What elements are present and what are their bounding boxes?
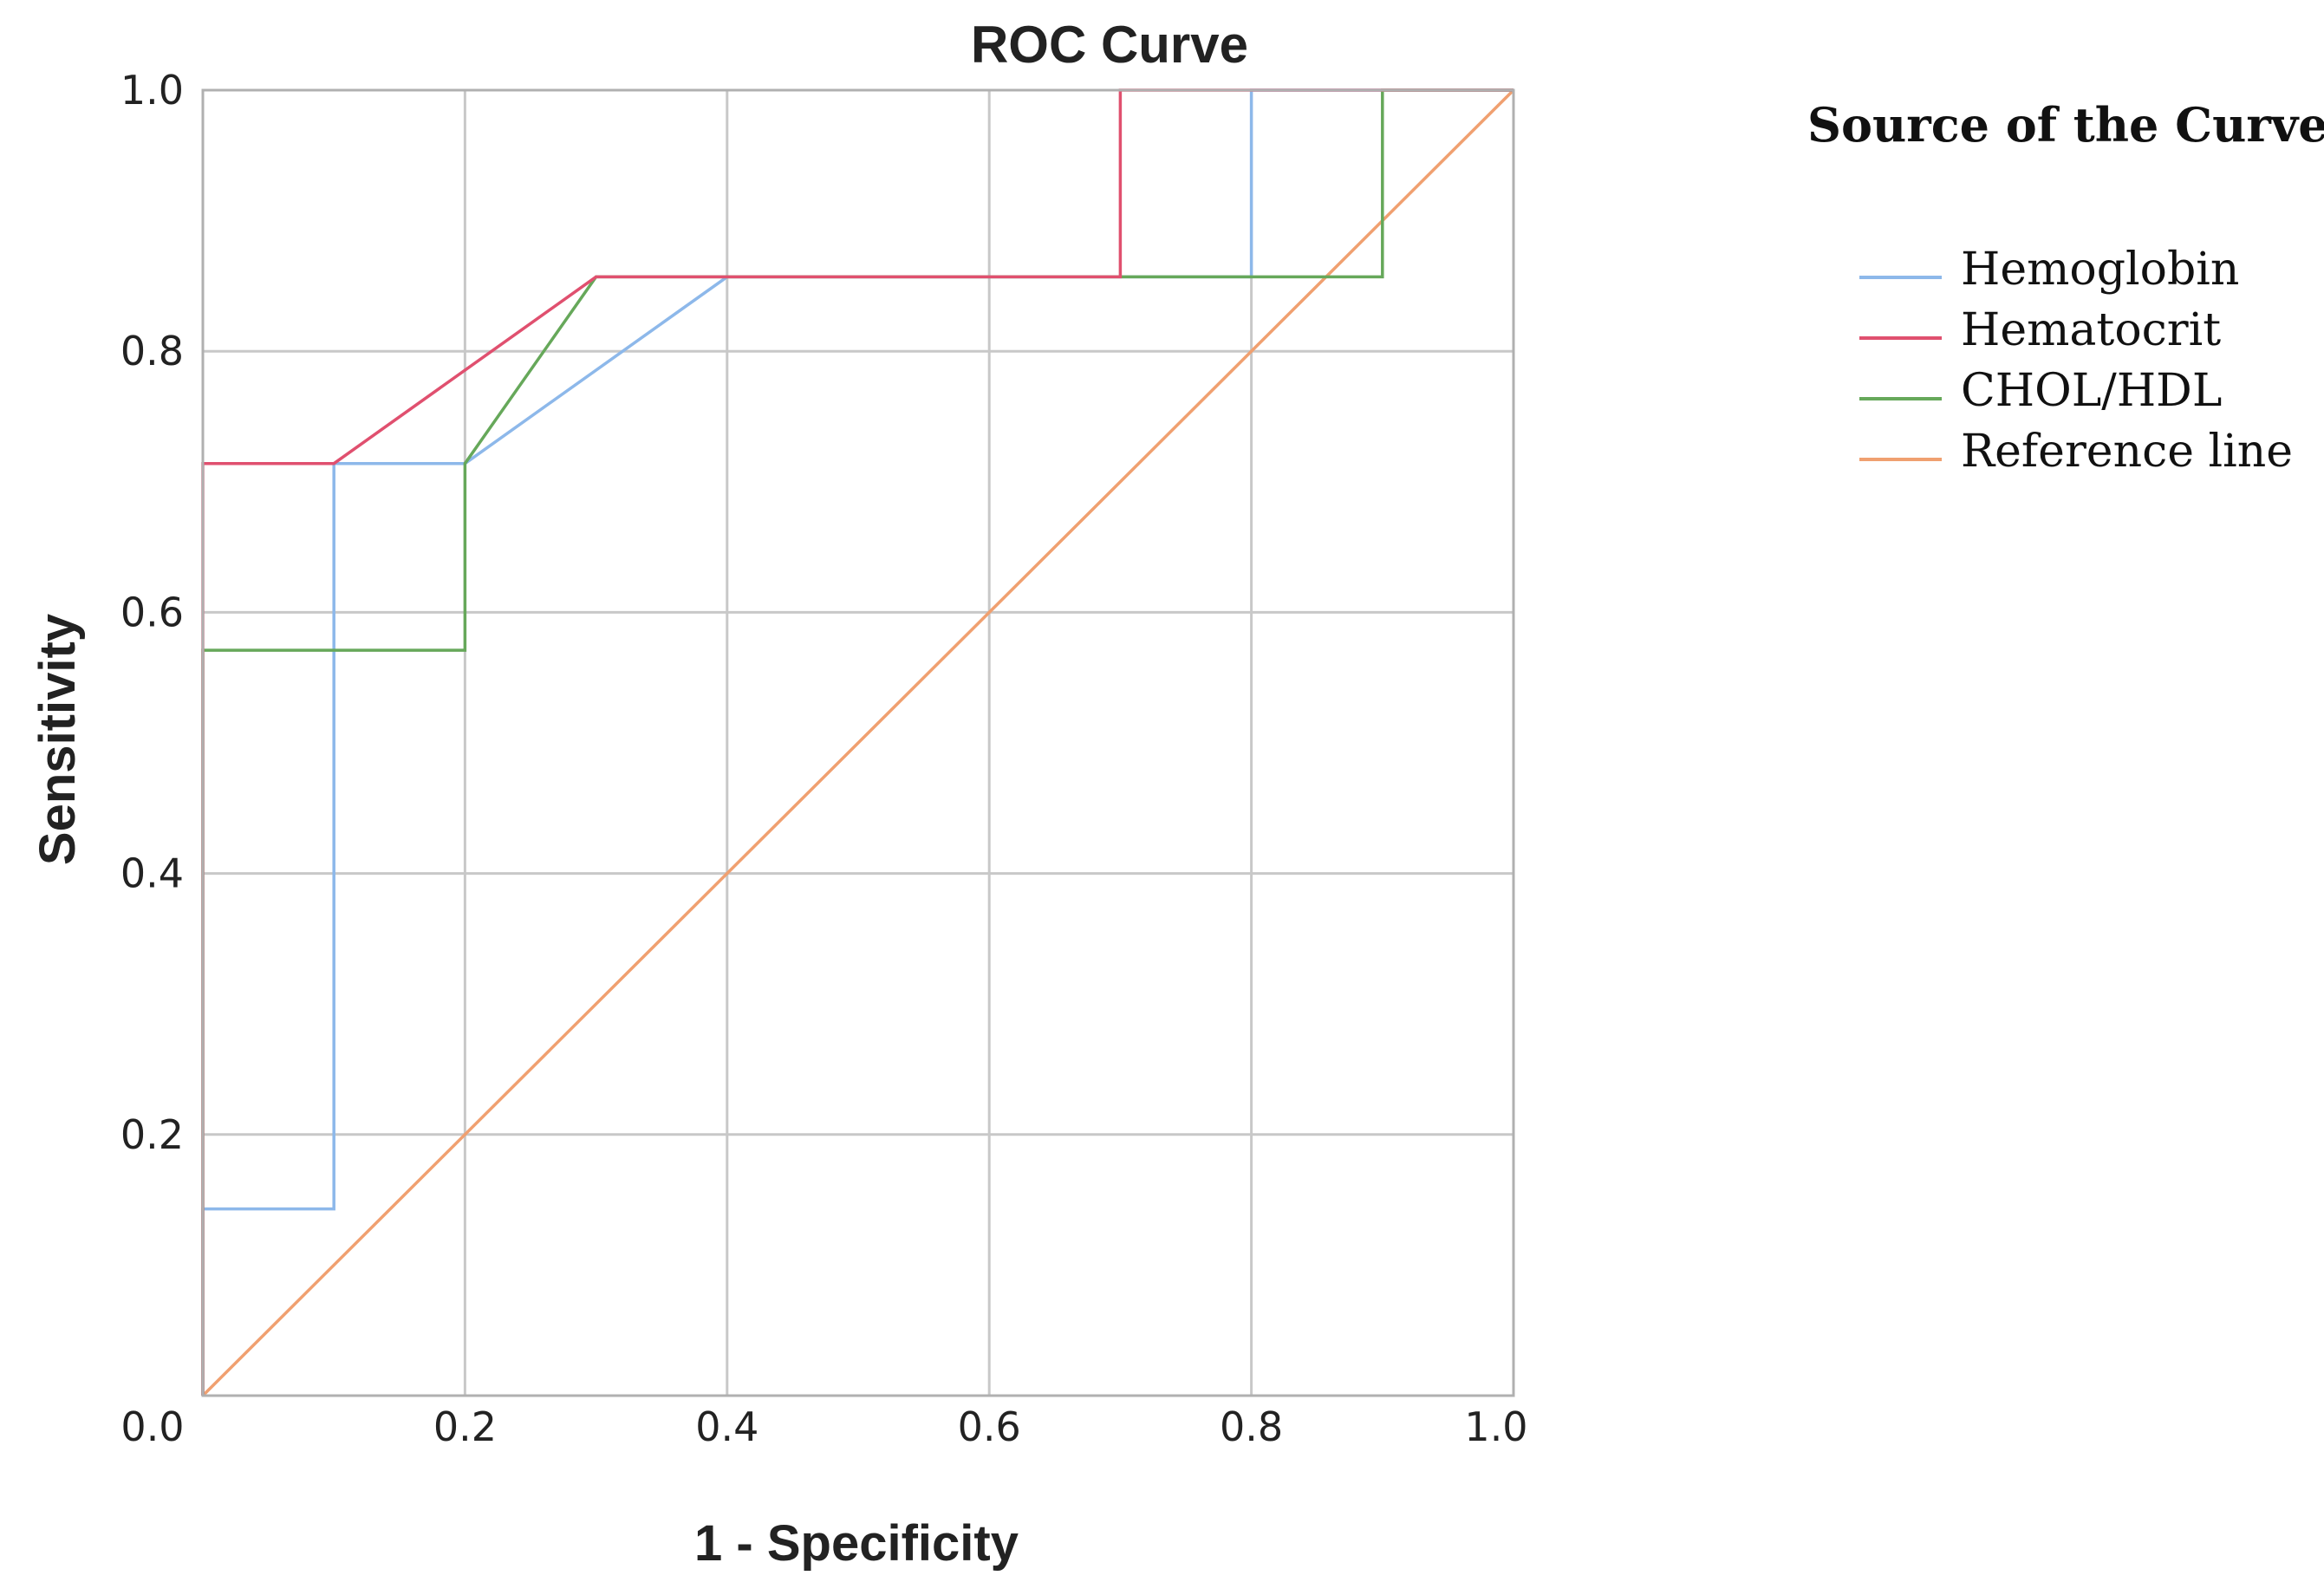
x-tick-label: 0.2 [433, 1403, 497, 1450]
x-tick-label: 1.0 [1464, 1403, 1527, 1450]
y-tick-label: 1.0 [120, 67, 184, 114]
y-axis-label: Sensitivity [29, 614, 86, 865]
x-tick-label: 0.4 [695, 1403, 758, 1450]
x-tick-labels: 0.0 0.2 0.4 0.6 0.8 1.0 [120, 1403, 1527, 1450]
x-tick-label: 0.6 [958, 1403, 1021, 1450]
x-axis-label: 1 - Specificity [694, 1515, 1019, 1572]
legend: Source of the Curve Hemoglobin Hematocrit… [1807, 97, 2324, 478]
legend-items: Hemoglobin Hematocrit CHOL/HDL Reference li… [1859, 244, 2293, 478]
legend-item-hemoglobin: Hemoglobin [1859, 244, 2239, 296]
legend-item-chol-hdl: CHOL/HDL [1859, 365, 2222, 417]
series-layer [201, 88, 1515, 1397]
y-tick-label: 0.8 [120, 328, 184, 374]
legend-label: Hematocrit [1961, 304, 2221, 356]
legend-label: Reference line [1961, 426, 2293, 478]
series-line-chol-hdl [201, 88, 1514, 1396]
y-tick-labels: 0.2 0.4 0.6 0.8 1.0 [120, 67, 184, 1158]
y-tick-label: 0.6 [120, 589, 184, 635]
legend-item-reference-line: Reference line [1859, 426, 2293, 478]
y-tick-label: 0.2 [120, 1111, 184, 1158]
series-line-reference-line [201, 88, 1515, 1397]
legend-label: CHOL/HDL [1961, 365, 2222, 417]
legend-item-hematocrit: Hematocrit [1859, 304, 2221, 356]
y-tick-label: 0.4 [120, 850, 184, 897]
legend-label: Hemoglobin [1961, 244, 2239, 296]
plot-frame [201, 88, 1515, 1397]
legend-title: Source of the Curve [1807, 97, 2324, 153]
x-tick-label: 0.0 [120, 1403, 184, 1450]
chart-title: ROC Curve [971, 16, 1248, 74]
x-tick-label: 0.8 [1220, 1403, 1283, 1450]
